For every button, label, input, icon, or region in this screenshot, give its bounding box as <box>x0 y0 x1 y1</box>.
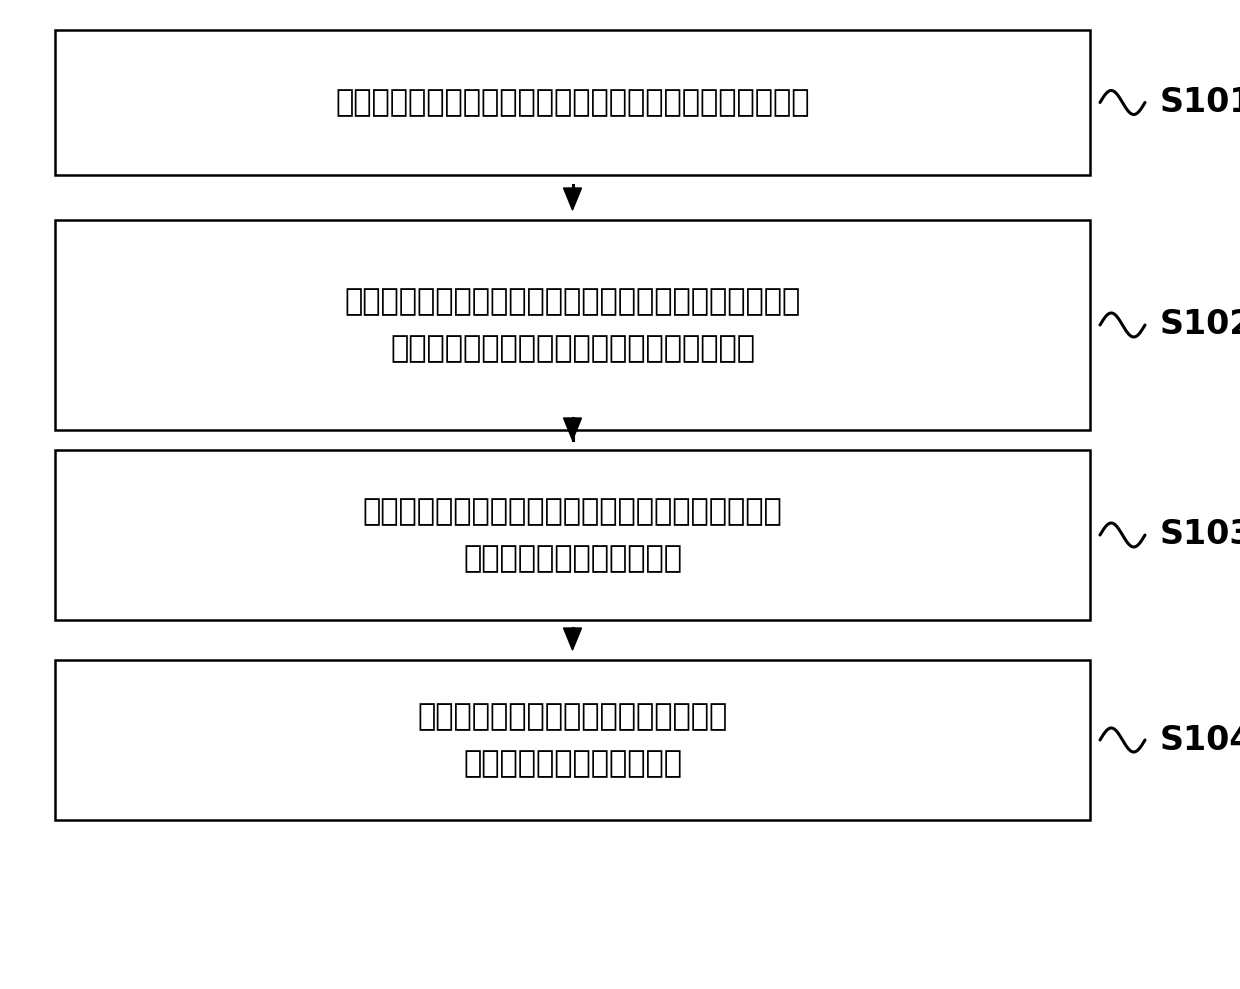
Text: S103: S103 <box>1159 518 1240 552</box>
Bar <box>55 450 1090 620</box>
Text: S101: S101 <box>1159 86 1240 119</box>
Polygon shape <box>563 188 582 210</box>
Text: S104: S104 <box>1159 724 1240 757</box>
Text: 根据同位素示踪剂的放射性强度匹配对应的目标同位素示
踪剂，并将目标同位素示踪剂释放到注水井中: 根据同位素示踪剂的放射性强度匹配对应的目标同位素示 踪剂，并将目标同位素示踪剂释… <box>345 287 801 363</box>
Text: 根据自然伽马基线以及同位素伽马峰值
曲线获取注水井的吸水剖面: 根据自然伽马基线以及同位素伽马峰值 曲线获取注水井的吸水剖面 <box>418 702 728 778</box>
Bar <box>55 220 1090 430</box>
Bar <box>55 660 1090 820</box>
Text: S102: S102 <box>1159 309 1240 341</box>
Bar <box>55 30 1090 175</box>
Text: 采用下井仪在注水井中快速追踪目标同位素示踪剂，
并获取同位素伽马峰值曲线: 采用下井仪在注水井中快速追踪目标同位素示踪剂， 并获取同位素伽马峰值曲线 <box>362 496 782 574</box>
Text: 根据注水井的自然伽马基线选择同位素示踪剂的放射性强度: 根据注水井的自然伽马基线选择同位素示踪剂的放射性强度 <box>335 88 810 117</box>
Polygon shape <box>563 418 582 440</box>
Polygon shape <box>563 628 582 650</box>
